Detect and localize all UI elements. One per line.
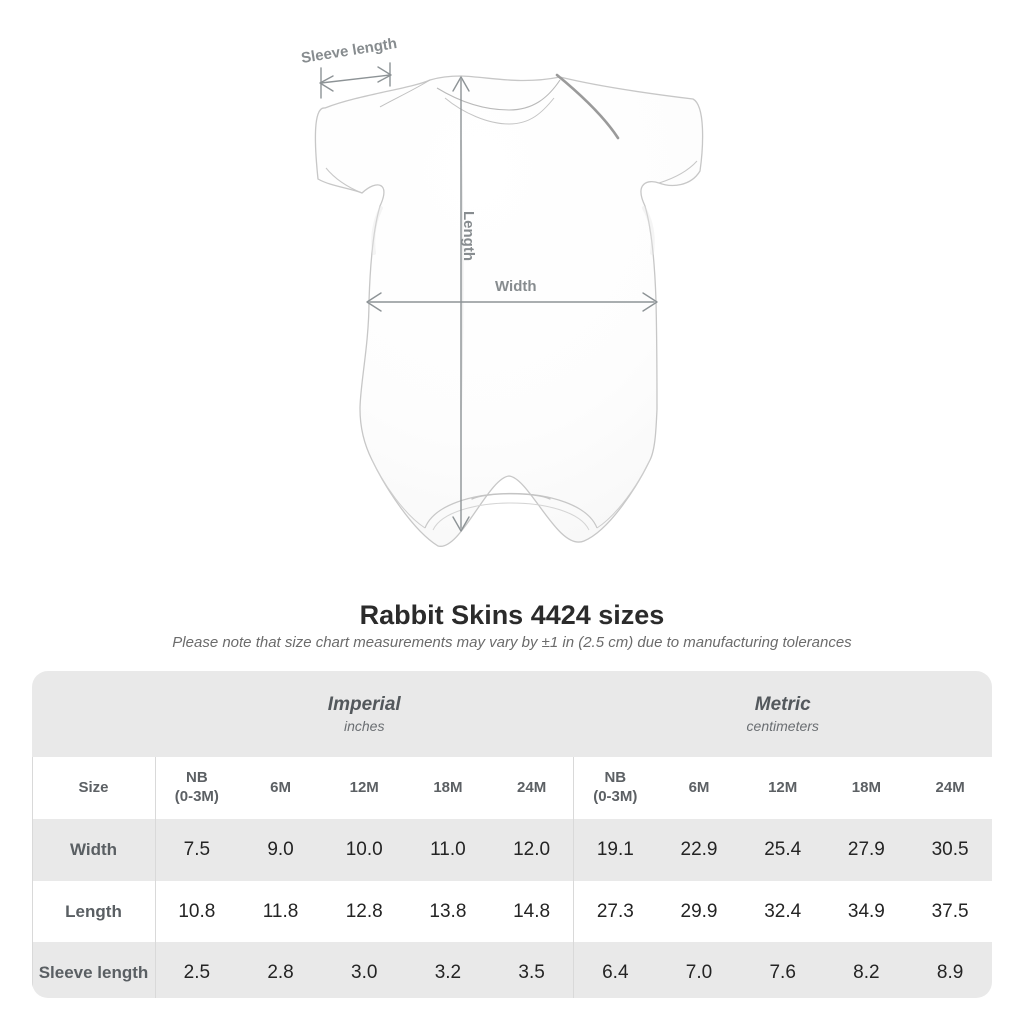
svg-text:Width: Width bbox=[495, 278, 537, 295]
svg-text:Sleeve length: Sleeve length bbox=[300, 35, 398, 67]
svg-text:Length: Length bbox=[460, 211, 477, 261]
